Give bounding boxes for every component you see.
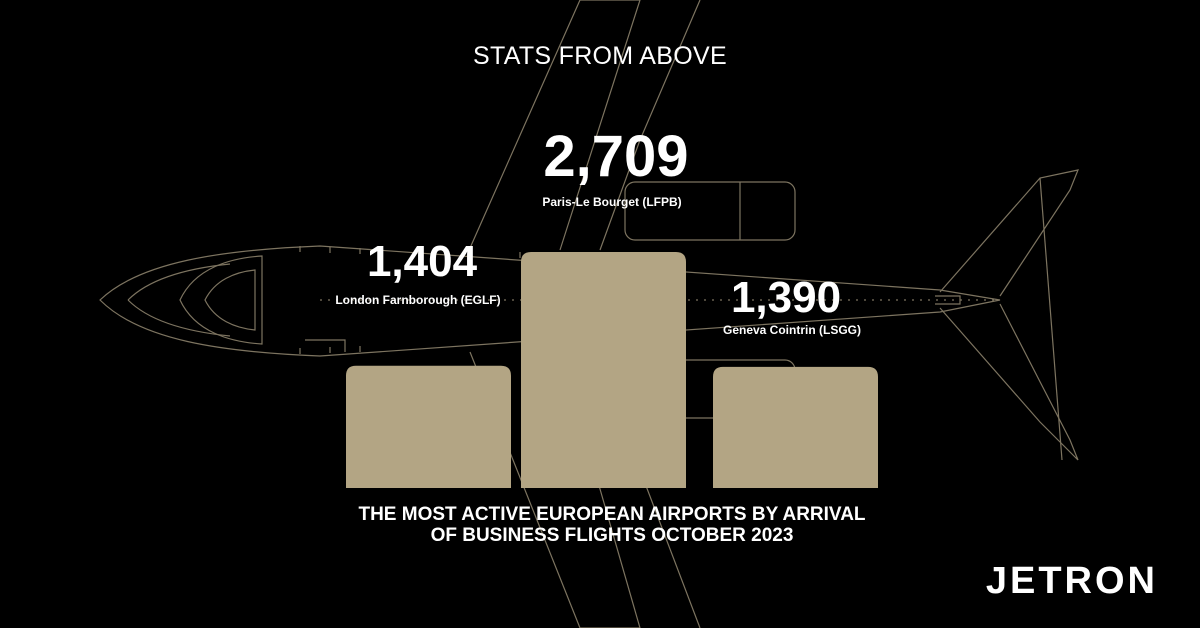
category-label-3: Geneva Cointrin (LSGG) [723,323,861,337]
page-heading: STATS FROM ABOVE [473,42,727,70]
category-label-2: Paris-Le Bourget (LFPB) [542,195,681,209]
value-label-2: 2,709 [543,124,688,189]
category-label-1: London Farnborough (EGLF) [335,293,500,307]
jetron-logo: JETRON [985,560,1158,602]
bar-1 [346,365,511,488]
bar-2 [521,252,686,488]
value-label-1: 1,404 [367,237,478,286]
bar-3 [713,366,878,488]
chart-caption: THE MOST ACTIVE EUROPEAN AIRPORTS BY ARR… [358,504,866,546]
value-label-3: 1,390 [731,273,841,322]
